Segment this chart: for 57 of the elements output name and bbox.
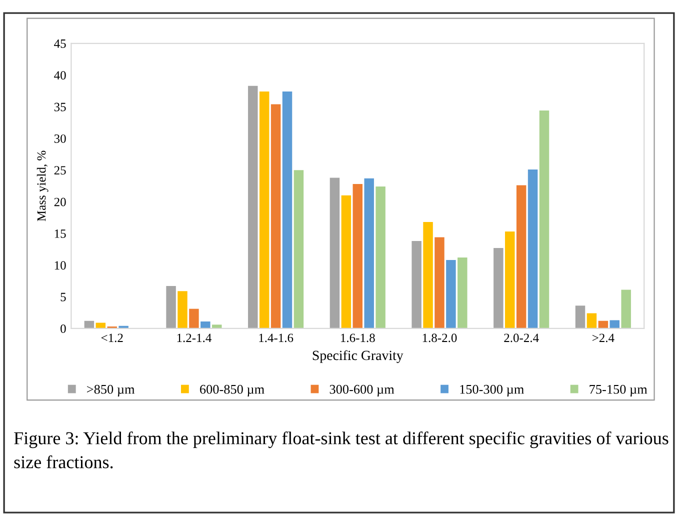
- y-tick-label: 35: [54, 102, 66, 112]
- bar: [248, 86, 258, 328]
- bar: [178, 291, 188, 328]
- bar: [341, 195, 352, 328]
- y-tick-label: 25: [54, 166, 66, 175]
- legend-label: 600-850 µm: [200, 384, 264, 396]
- bar: [446, 260, 456, 328]
- bar: [259, 92, 270, 328]
- y-tick-label: 40: [54, 71, 66, 80]
- bar: [423, 222, 433, 328]
- legend-label: 150-300 µm: [460, 384, 524, 396]
- x-tick-label: 1.6-1.8: [341, 334, 375, 342]
- bar: [282, 92, 292, 328]
- x-tick-label: 1.4-1.6: [259, 334, 294, 342]
- bar: [376, 186, 386, 328]
- bar: [575, 306, 586, 328]
- y-tick-label: 30: [54, 134, 66, 143]
- x-tick-label: 2.0-2.4: [504, 334, 539, 342]
- bar: [96, 322, 106, 328]
- bar: [539, 110, 550, 328]
- x-tick-label: <1.2: [101, 334, 123, 342]
- bar: [166, 286, 176, 328]
- bar: [528, 169, 538, 328]
- x-tick-label: 1.8-2.0: [422, 334, 457, 342]
- y-tick-label: 45: [54, 40, 66, 48]
- bar: [294, 170, 304, 328]
- bar: [586, 313, 597, 328]
- x-tick-label: >2.4: [592, 334, 614, 342]
- bar: [412, 241, 422, 328]
- bar: [200, 321, 210, 328]
- bar: [84, 320, 94, 328]
- y-tick-label: 10: [54, 261, 66, 270]
- y-tick-label: 15: [54, 230, 66, 238]
- bar: [505, 232, 515, 328]
- bar: [270, 104, 281, 328]
- bar: [212, 324, 222, 328]
- bar: [610, 320, 620, 328]
- legend-label: >850 µm: [87, 384, 135, 396]
- bar: [330, 178, 340, 328]
- bar: [364, 178, 374, 328]
- y-tick-label: 5: [60, 292, 66, 302]
- bar: [598, 320, 608, 328]
- bar: [494, 248, 504, 328]
- bar: [189, 308, 199, 328]
- y-tick-label: 20: [54, 198, 66, 206]
- legend-label: 75-150 µm: [590, 384, 648, 396]
- bar: [434, 237, 444, 328]
- bar: [352, 184, 363, 328]
- legend-label: 300-600 µm: [330, 384, 394, 396]
- bar: [621, 290, 631, 328]
- bar: [458, 258, 468, 328]
- bar: [516, 185, 526, 328]
- y-axis-title: Mass yield, %: [36, 150, 48, 222]
- y-tick-label: 0: [60, 324, 66, 333]
- x-axis-title: Specific Gravity: [312, 350, 404, 363]
- caption: Figure 3: Yield from the preliminary float-sink test at different specific gravities of various size fractions.: [14, 431, 668, 468]
- x-tick-label: 1.2-1.4: [177, 334, 212, 342]
